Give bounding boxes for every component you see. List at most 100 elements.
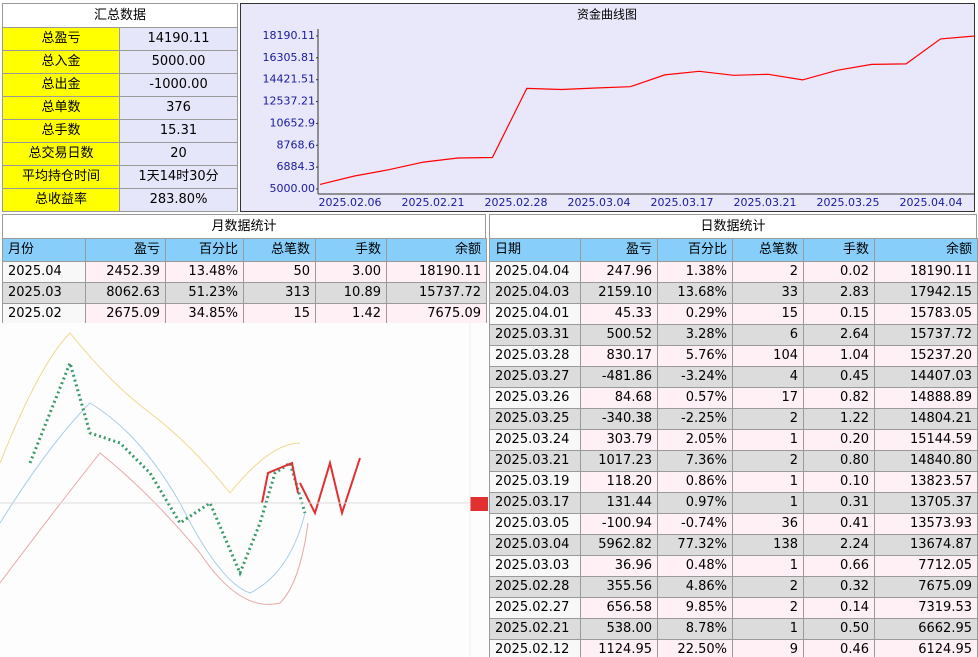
table-cell: 538.00 xyxy=(580,618,658,640)
table-cell: 2 xyxy=(732,408,804,430)
summary-label: 总单数 xyxy=(2,96,120,120)
table-cell: 2025.04.01 xyxy=(489,303,581,325)
table-cell: 0.82 xyxy=(803,387,875,409)
table-cell: -100.94 xyxy=(580,513,658,535)
table-cell: 17942.15 xyxy=(874,282,978,304)
table-cell: 0.45 xyxy=(803,366,875,388)
column-header: 月份 xyxy=(2,238,86,262)
table-cell: 15783.05 xyxy=(874,303,978,325)
y-tick-label: 16305.81 xyxy=(263,51,316,64)
table-cell: 7.36% xyxy=(657,450,733,472)
table-title: 月数据统计 xyxy=(2,214,486,239)
summary-label: 总交易日数 xyxy=(2,142,120,166)
table-cell: 2025.03.24 xyxy=(489,429,581,451)
equity-line xyxy=(319,35,975,185)
summary-label: 总收益率 xyxy=(2,188,120,212)
column-header: 手数 xyxy=(315,238,387,262)
table-cell: 1.04 xyxy=(803,345,875,367)
table-cell: -2.25% xyxy=(657,408,733,430)
table-cell: 0.29% xyxy=(657,303,733,325)
summary-value: -1000.00 xyxy=(119,73,238,97)
table-cell: 13705.37 xyxy=(874,492,978,514)
table-cell: 1 xyxy=(732,429,804,451)
table-cell: 2025.03.19 xyxy=(489,471,581,493)
column-header: 日期 xyxy=(489,238,581,262)
table-cell: 15737.72 xyxy=(874,324,978,346)
moving-average xyxy=(0,402,306,594)
table-cell: 9.85% xyxy=(657,597,733,619)
table-cell: 10.89 xyxy=(315,282,387,304)
summary-value: 1天14时30分 xyxy=(119,165,238,189)
table-cell: 2025.03.03 xyxy=(489,555,581,577)
column-header: 余额 xyxy=(386,238,487,262)
band-lower xyxy=(0,452,309,605)
table-cell: 2.64 xyxy=(803,324,875,346)
x-tick-label: 2025.02.28 xyxy=(485,196,548,209)
table-cell: 303.79 xyxy=(580,429,658,451)
table-cell: 5.76% xyxy=(657,345,733,367)
table-cell: 17 xyxy=(732,387,804,409)
y-tick-label: 12537.21 xyxy=(263,95,316,108)
table-cell: 8062.63 xyxy=(85,282,166,304)
table-cell: 51.23% xyxy=(165,282,244,304)
table-cell: 2025.03.05 xyxy=(489,513,581,535)
column-header: 总笔数 xyxy=(732,238,804,262)
table-cell: 2.05% xyxy=(657,429,733,451)
table-cell: 14888.89 xyxy=(874,387,978,409)
table-cell: 0.41 xyxy=(803,513,875,535)
table-cell: 15144.59 xyxy=(874,429,978,451)
table-cell: 0.10 xyxy=(803,471,875,493)
y-tick-label: 8768.6 xyxy=(277,138,316,151)
table-cell: 1.22 xyxy=(803,408,875,430)
table-cell: 656.58 xyxy=(580,597,658,619)
table-cell: 0.02 xyxy=(803,261,875,283)
table-cell: 2025.03.25 xyxy=(489,408,581,430)
table-cell: 13674.87 xyxy=(874,534,978,556)
summary-value: 14190.11 xyxy=(119,27,238,51)
table-cell: 313 xyxy=(243,282,316,304)
table-cell: 131.44 xyxy=(580,492,658,514)
table-cell: 830.17 xyxy=(580,345,658,367)
table-cell: -481.86 xyxy=(580,366,658,388)
table-cell: 2 xyxy=(732,261,804,283)
table-cell: 6124.95 xyxy=(874,639,978,657)
table-cell: 2025.02.28 xyxy=(489,576,581,598)
table-cell: 355.56 xyxy=(580,576,658,598)
table-cell: 34.85% xyxy=(165,303,244,325)
table-cell: 15 xyxy=(732,303,804,325)
table-cell: 0.57% xyxy=(657,387,733,409)
table-cell: 2675.09 xyxy=(85,303,166,325)
summary-title: 汇总数据 xyxy=(2,3,238,28)
table-cell: 0.32 xyxy=(803,576,875,598)
table-cell: 0.14 xyxy=(803,597,875,619)
band-upper xyxy=(0,332,301,494)
table-cell: 4 xyxy=(732,366,804,388)
table-cell: 14840.80 xyxy=(874,450,978,472)
table-cell: 14407.03 xyxy=(874,366,978,388)
table-cell: 1 xyxy=(732,618,804,640)
table-cell: 2025.02.12 xyxy=(489,639,581,657)
table-cell: 0.15 xyxy=(803,303,875,325)
summary-label: 总出金 xyxy=(2,73,120,97)
x-tick-label: 2025.03.25 xyxy=(817,196,880,209)
table-cell: 2 xyxy=(732,450,804,472)
table-cell: 2 xyxy=(732,576,804,598)
column-header: 盈亏 xyxy=(85,238,166,262)
summary-label: 总手数 xyxy=(2,119,120,143)
table-cell: 33 xyxy=(732,282,804,304)
column-header: 百分比 xyxy=(165,238,244,262)
chart-title: 资金曲线图 xyxy=(577,7,637,22)
table-cell: 2 xyxy=(732,597,804,619)
table-cell: 2025.03.17 xyxy=(489,492,581,514)
table-cell: 2025.02 xyxy=(2,303,86,325)
table-cell: 1 xyxy=(732,471,804,493)
table-cell: 0.86% xyxy=(657,471,733,493)
table-cell: 13573.93 xyxy=(874,513,978,535)
x-tick-label: 2025.03.17 xyxy=(651,196,714,209)
table-cell: 45.33 xyxy=(580,303,658,325)
table-cell: 1017.23 xyxy=(580,450,658,472)
table-cell: 0.50 xyxy=(803,618,875,640)
table-cell: 7675.09 xyxy=(386,303,487,325)
table-cell: 9 xyxy=(732,639,804,657)
